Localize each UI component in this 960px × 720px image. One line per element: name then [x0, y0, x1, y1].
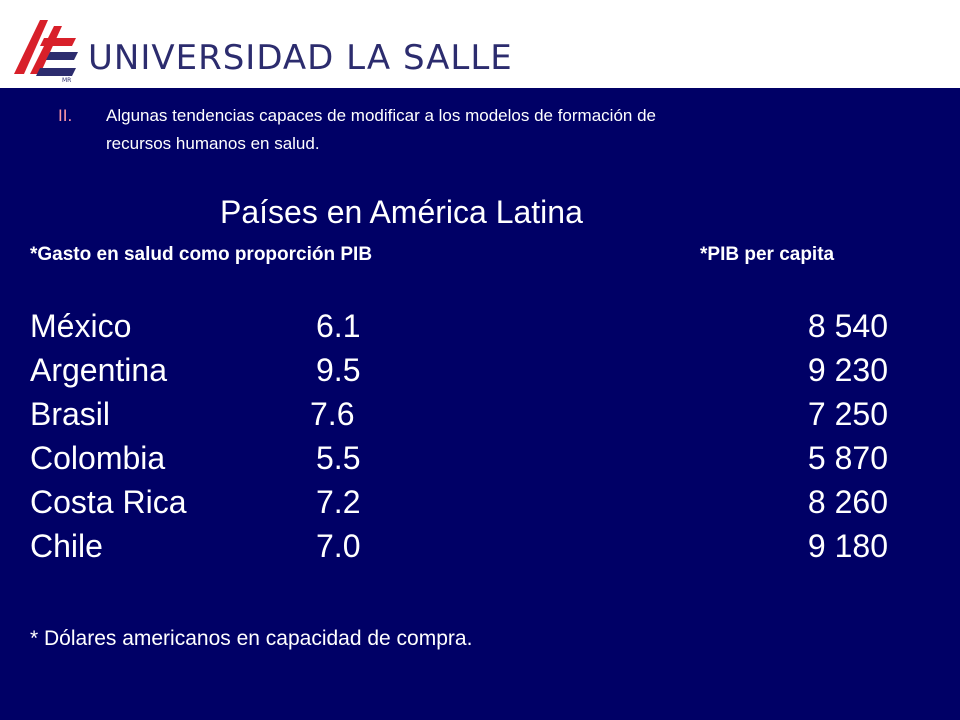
pib-value: 8 260 [807, 484, 888, 520]
intro-paragraph: II. Algunas tendencias capaces de modific… [58, 102, 940, 158]
gasto-value: 7.6 [310, 396, 355, 432]
table-row: Brasil 7.6 7 250 [0, 392, 960, 436]
slide-background [0, 88, 960, 720]
column-header-pib: *PIB per capita [700, 244, 835, 265]
footnote: * Dólares americanos en capacidad de com… [30, 627, 473, 650]
gasto-value: 7.2 [316, 484, 361, 520]
logo-mark-text: MR [62, 77, 71, 82]
gasto-value: 5.5 [316, 440, 361, 476]
table-row: Colombia 5.5 5 870 [0, 436, 960, 480]
table-row: Chile 7.0 9 180 [0, 524, 960, 568]
pib-value: 9 180 [807, 528, 888, 564]
table-row: Argentina 9.5 9 230 [0, 348, 960, 392]
country-name: Chile [30, 528, 103, 564]
intro-text-line2: recursos humanos en salud. [106, 134, 320, 153]
slide-heading: Países en América Latina [220, 194, 583, 230]
country-name: México [30, 308, 132, 344]
country-name: Costa Rica [30, 484, 187, 520]
table-row: Costa Rica 7.2 8 260 [0, 480, 960, 524]
country-name: Colombia [30, 440, 166, 476]
intro-number: II. [58, 106, 73, 125]
gasto-value: 6.1 [316, 308, 361, 344]
pib-value: 7 250 [807, 396, 888, 432]
column-header-gasto: *Gasto en salud como proporción PIB [30, 244, 373, 265]
header-bar: MR UNIVERSIDAD LA SALLE [0, 0, 960, 88]
pib-value: 9 230 [807, 352, 888, 388]
country-name: Brasil [30, 396, 111, 432]
intro-text-line1: Algunas tendencias capaces de modificar … [106, 106, 656, 125]
institution-name: UNIVERSIDAD LA SALLE [88, 38, 513, 78]
pib-value: 8 540 [807, 308, 888, 344]
gasto-value: 9.5 [316, 352, 361, 388]
pib-value: 5 870 [807, 440, 888, 476]
gasto-value: 7.0 [316, 528, 361, 564]
table-row: México 6.1 8 540 [0, 304, 960, 348]
country-name: Argentina [30, 352, 167, 388]
university-logo-icon: MR [14, 20, 78, 82]
